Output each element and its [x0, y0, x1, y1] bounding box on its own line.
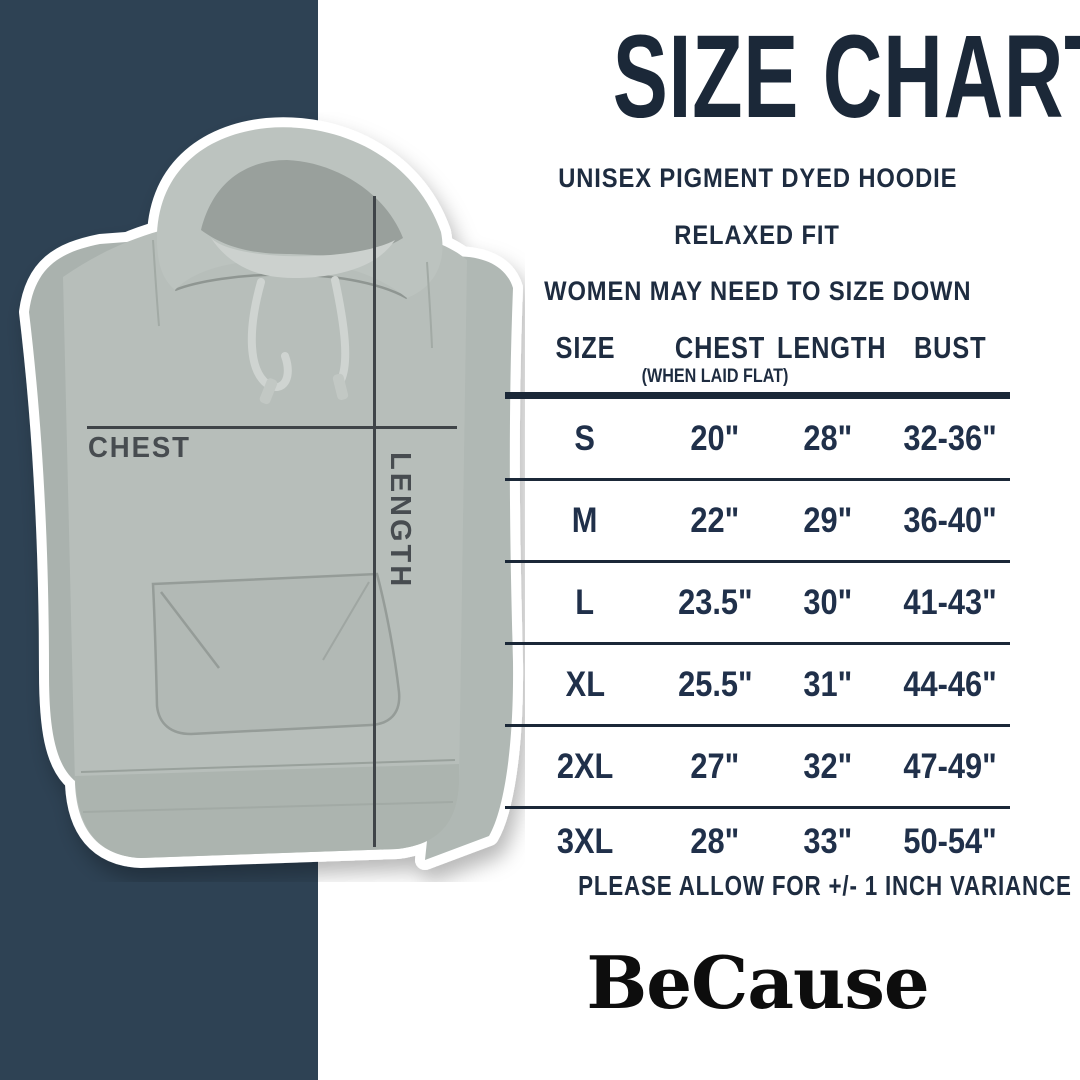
length-measure-line — [373, 196, 376, 847]
size-value: 3XL — [556, 822, 614, 861]
chest-subnote: (WHEN LAID FLAT) — [641, 366, 789, 387]
size-row-m: M 22" 29" 36-40" — [505, 481, 1010, 563]
bust-value: 50-54" — [903, 822, 997, 861]
bust-value: 41-43" — [903, 582, 997, 622]
chest-value: 23.5" — [677, 582, 753, 622]
column-header-chest: CHEST — [674, 330, 766, 365]
column-header-length: LENGTH — [777, 330, 887, 365]
size-row-2xl: 2XL 27" 32" 47-49" — [505, 727, 1010, 809]
size-row-s: S 20" 28" 32-36" — [505, 399, 1010, 481]
size-value: 2XL — [556, 746, 614, 786]
hoodie-illustration — [19, 117, 524, 870]
length-value: 32" — [803, 746, 852, 786]
length-value: 28" — [803, 418, 852, 458]
chest-value: 27" — [690, 746, 740, 786]
column-header-bust: BUST — [913, 330, 987, 365]
size-row-3xl: 3XL 28" 33" 50-54" — [505, 809, 1010, 875]
size-value: L — [575, 582, 595, 622]
bust-value: 36-40" — [903, 500, 997, 540]
chest-value: 28" — [690, 822, 740, 861]
bust-value: 32-36" — [903, 418, 997, 458]
length-value: 30" — [803, 582, 852, 622]
variance-footnote: PLEASE ALLOW FOR +/- 1 INCH VARIANCE IN … — [578, 870, 1080, 901]
size-value: M — [572, 500, 598, 540]
length-measure-label: LENGTH — [384, 452, 416, 590]
size-value: XL — [565, 664, 605, 704]
subtitle-fit: RELAXED FIT — [674, 220, 841, 250]
subtitle-sizing-advice: WOMEN MAY NEED TO SIZE DOWN — [543, 276, 972, 306]
subtitle-product: UNISEX PIGMENT DYED HOODIE — [557, 163, 958, 193]
header-rule — [505, 392, 1010, 399]
column-header-size: SIZE — [555, 330, 615, 365]
length-value: 31" — [803, 664, 852, 704]
size-row-xl: XL 25.5" 31" 44-46" — [505, 645, 1010, 727]
length-value: 29" — [803, 500, 852, 540]
hoodie-product-photo — [5, 112, 525, 882]
page-title: SIZE CHART — [612, 11, 1080, 143]
hoodie-fabric — [29, 127, 514, 860]
size-value: S — [574, 418, 596, 458]
bust-value: 47-49" — [903, 746, 997, 786]
chest-measure-line — [87, 426, 457, 429]
chest-value: 22" — [690, 500, 740, 540]
size-row-l: L 23.5" 30" 41-43" — [505, 563, 1010, 645]
size-table-body: S 20" 28" 32-36" M 22" 29" 36-40" L 23.5" 30" 41-43… — [505, 399, 1010, 875]
chest-subnote-row: (WHEN LAID FLAT) — [505, 366, 1010, 390]
length-value: 33" — [803, 822, 852, 861]
size-table: SIZE CHEST LENGTH BUST (WHEN LAID FLAT) … — [505, 322, 1010, 875]
chest-value: 25.5" — [677, 664, 753, 704]
brand-logo: BeCause — [586, 940, 929, 1025]
size-table-header: SIZE CHEST LENGTH BUST — [505, 322, 1010, 366]
chest-value: 20" — [690, 418, 740, 458]
bust-value: 44-46" — [903, 664, 997, 704]
chest-measure-label: CHEST — [88, 432, 191, 464]
